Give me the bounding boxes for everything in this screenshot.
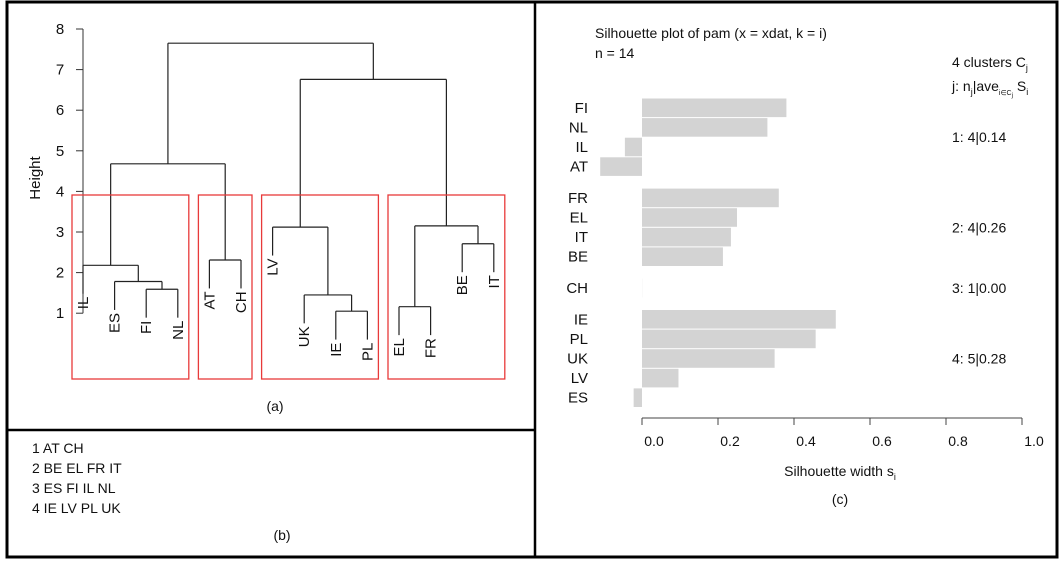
silhouette-bar [624, 137, 642, 157]
cluster-list-row: 2 BE EL FR IT [32, 460, 122, 476]
leaf-label: FI [138, 321, 155, 334]
y-tick-label: 2 [56, 265, 64, 282]
cluster-summary-label: 2: 4|0.26 [952, 219, 1006, 235]
silhouette-bar [642, 329, 816, 349]
bar-label: IT [575, 229, 588, 246]
silhouette-bar [633, 388, 642, 407]
cluster-list-row: 4 IE LV PL UK [32, 500, 121, 516]
bar-label: PL [570, 331, 588, 348]
leaf-label: ES [107, 313, 124, 333]
leaf-label: IE [328, 343, 345, 357]
silhouette-bar [642, 188, 779, 208]
panel-label-b: (b) [273, 527, 290, 543]
y-tick-label: 4 [56, 183, 64, 200]
y-tick-label: 5 [56, 143, 64, 160]
leaf-label: UK [296, 326, 313, 347]
leaf-label: LV [265, 259, 282, 276]
cluster-list-row: 3 ES FI IL NL [32, 480, 116, 496]
cluster-box [260, 194, 380, 380]
y-tick-label: 1 [56, 305, 64, 322]
x-axis: 0.0 0.2 0.4 0.6 0.8 1.0 [641, 417, 1044, 449]
silhouette-bar [642, 310, 836, 329]
bar-label: ES [568, 390, 588, 407]
y-tick-label: 8 [56, 21, 64, 38]
silhouette-bar [642, 118, 768, 137]
panel-label-a: (a) [266, 398, 283, 414]
bar-label: CH [566, 280, 588, 297]
leaf-label: IT [486, 275, 503, 288]
x-tick-label: 0.0 [644, 433, 664, 449]
bar-label: UK [567, 351, 588, 368]
cluster-boxes [71, 194, 506, 380]
cluster-box [71, 194, 190, 380]
cluster-list-panel: 1 AT CH 2 BE EL FR IT 3 ES FI IL NL 4 IE… [32, 440, 291, 543]
y-axis-label: Height [27, 155, 44, 199]
x-tick-label: 0.2 [720, 433, 740, 449]
silhouette-bar [642, 349, 775, 368]
silhouette-panel: Silhouette plot of pam (x = xdat, k = i)… [566, 25, 1044, 507]
leaf-labels: IL ES FI NL AT CH LV UK IE PL EL FR BE IT [75, 259, 503, 361]
leaf-label: NL [170, 321, 187, 340]
x-axis-label: Silhouette width si [784, 463, 896, 482]
x-tick-label: 0.4 [796, 433, 816, 449]
bar-label: FI [575, 100, 588, 117]
dendrogram-panel: Height 1 2 3 4 5 6 7 8 IL ES FI NL AT CH LV UK IE PL EL FR… [27, 21, 506, 414]
leaf-label: PL [359, 343, 376, 361]
silhouette-title: Silhouette plot of pam (x = xdat, k = i) [595, 25, 827, 41]
leaf-label: IL [75, 297, 92, 310]
leaf-label: EL [391, 338, 408, 356]
x-tick-label: 0.6 [872, 433, 892, 449]
silhouette-bar [600, 157, 642, 176]
silhouette-bar [642, 278, 643, 298]
y-tick-label: 3 [56, 224, 64, 241]
silhouette-bar [642, 208, 737, 227]
legend-title-1: 4 clusters Cj [952, 54, 1028, 73]
panel-label-c: (c) [832, 491, 848, 507]
y-tick-label: 6 [56, 102, 64, 119]
leaf-label: BE [454, 275, 471, 295]
legend-title-2: j: nj|avei∈Cj Si [951, 78, 1028, 99]
bar-label: LV [571, 370, 588, 387]
leaf-label: FR [423, 338, 440, 358]
x-tick-label: 0.8 [948, 433, 968, 449]
silhouette-bar [642, 368, 679, 388]
silhouette-bars: FI NL IL AT 1: 4|0.14 FR EL IT BE 2: 4|0.26 CH 3: 1… [566, 98, 1006, 407]
silhouette-bar [642, 227, 731, 247]
bar-label: IL [575, 139, 588, 156]
y-axis: 1 2 3 4 5 6 7 8 [56, 21, 84, 322]
y-tick-label: 7 [56, 62, 64, 79]
silhouette-bar [642, 98, 787, 118]
cluster-box [387, 194, 506, 380]
bar-label: AT [570, 159, 588, 176]
cluster-summary-label: 1: 4|0.14 [952, 129, 1006, 145]
cluster-summary-label: 3: 1|0.00 [952, 280, 1006, 296]
dendrogram-tree [82, 42, 495, 340]
bar-label: NL [569, 119, 588, 136]
silhouette-bar [642, 247, 723, 266]
cluster-box [197, 194, 253, 380]
silhouette-subtitle: n = 14 [595, 45, 635, 61]
cluster-summary-label: 4: 5|0.28 [952, 351, 1006, 367]
cluster-list-row: 1 AT CH [32, 440, 84, 456]
bar-label: EL [570, 210, 588, 227]
leaf-label: CH [233, 291, 250, 313]
bar-label: BE [568, 249, 588, 266]
leaf-label: AT [201, 291, 218, 309]
bar-label: FR [568, 190, 588, 207]
bar-label: IE [574, 311, 588, 328]
figure-frame [5, 0, 1059, 559]
x-tick-label: 1.0 [1024, 433, 1044, 449]
